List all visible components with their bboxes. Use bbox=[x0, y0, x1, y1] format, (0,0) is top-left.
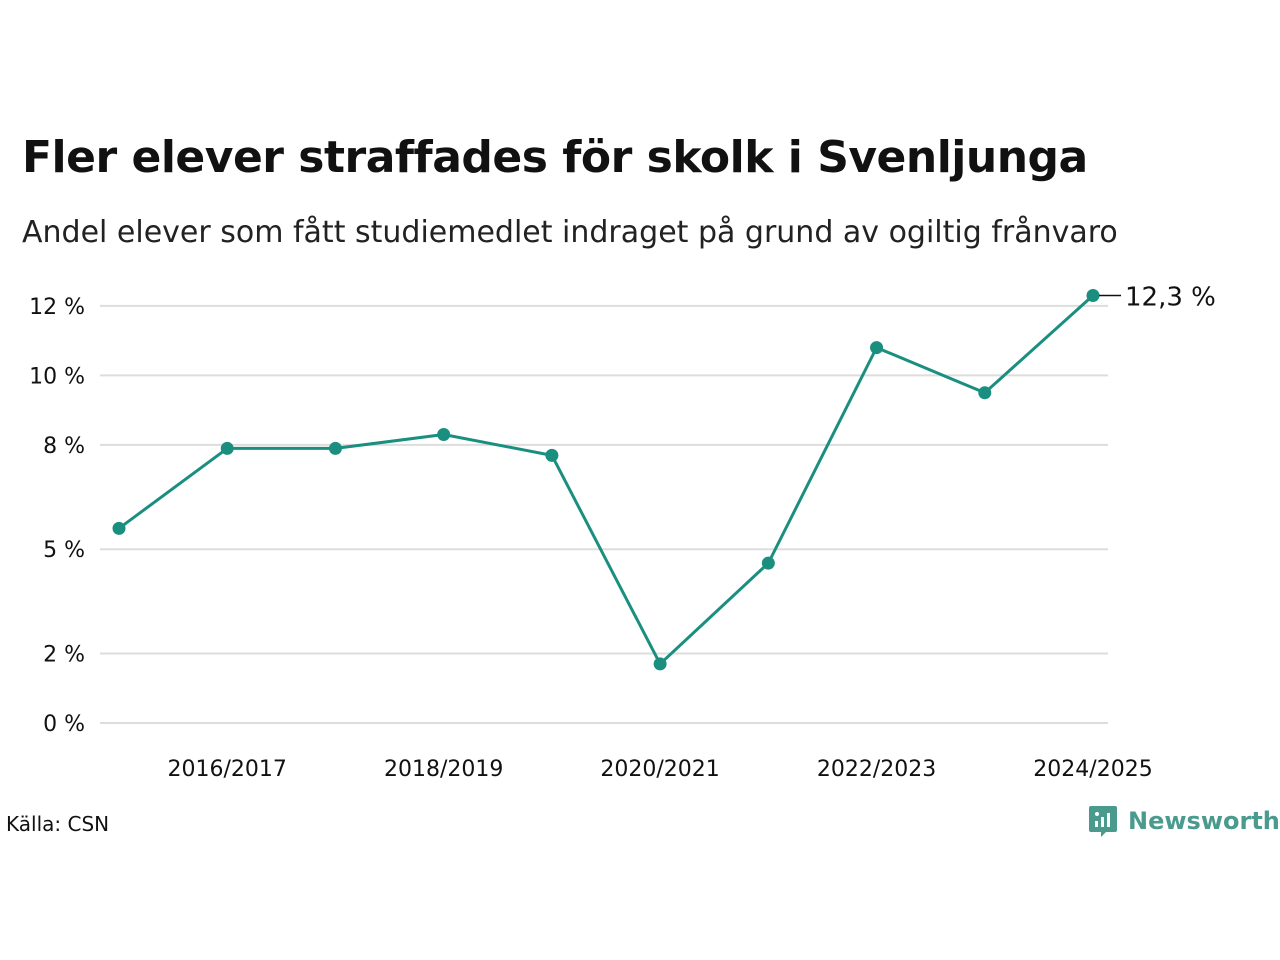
grid-lines bbox=[100, 304, 1108, 724]
data-point[interactable] bbox=[870, 341, 884, 355]
x-tick-label: 2020/2021 bbox=[600, 757, 719, 782]
end-value-label: 12,3 % bbox=[1125, 282, 1216, 312]
x-tick-label: 2024/2025 bbox=[1033, 757, 1152, 782]
data-point[interactable] bbox=[1086, 288, 1100, 302]
y-tick-label: 8 % bbox=[43, 434, 85, 459]
y-tick-label: 0 % bbox=[43, 712, 85, 737]
data-point[interactable] bbox=[220, 441, 234, 455]
data-point[interactable] bbox=[978, 386, 992, 400]
x-tick-label: 2018/2019 bbox=[384, 757, 503, 782]
series-line-group bbox=[118, 294, 1095, 666]
y-tick-label: 10 % bbox=[29, 364, 85, 389]
x-tick-label: 2016/2017 bbox=[168, 757, 287, 782]
chart-subtitle: Andel elever som fått studiemedlet indra… bbox=[22, 215, 1118, 250]
y-axis-ticks: 0 % 2 % 5 % 8 % 10 % 12 % bbox=[29, 295, 85, 737]
y-tick-label: 12 % bbox=[29, 295, 85, 320]
newsworthy-logo[interactable]: Newsworthy bbox=[1088, 804, 1280, 838]
logo-text: Newsworthy bbox=[1128, 807, 1280, 835]
chart-title: Fler elever straffades för skolk i Svenl… bbox=[22, 132, 1088, 183]
x-axis-ticks: 2016/2017 2018/2019 2020/2021 2022/2023 2024… bbox=[168, 757, 1153, 782]
x-tick-label: 2022/2023 bbox=[817, 757, 936, 782]
data-point[interactable] bbox=[653, 657, 667, 671]
data-point[interactable] bbox=[545, 448, 559, 462]
y-tick-label: 5 % bbox=[43, 538, 85, 563]
data-points bbox=[112, 288, 1100, 671]
data-point[interactable] bbox=[328, 441, 342, 455]
source-note: Källa: CSN bbox=[6, 812, 110, 836]
data-point[interactable] bbox=[112, 521, 126, 535]
series-line bbox=[118, 294, 1095, 666]
data-point[interactable] bbox=[761, 556, 775, 570]
end-label-group: 12,3 % bbox=[1099, 282, 1216, 312]
y-tick-label: 2 % bbox=[43, 642, 85, 667]
newsworthy-logo-icon bbox=[1089, 806, 1117, 837]
data-point[interactable] bbox=[437, 428, 451, 442]
